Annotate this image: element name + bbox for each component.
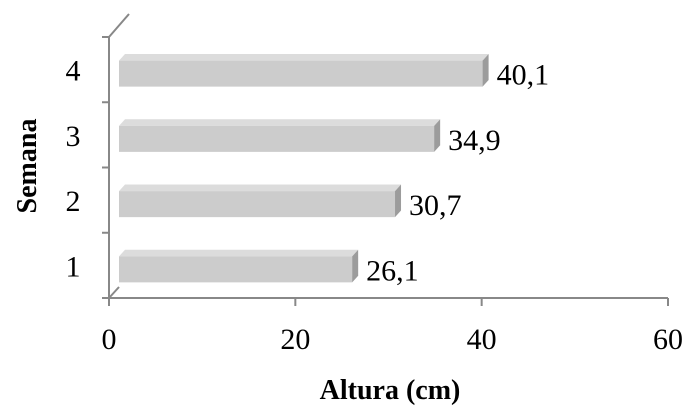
bar-side-face [395,184,402,218]
bar [119,54,489,87]
data-labels: 26,1 30,7 34,9 40,1 [366,59,549,288]
x-axis-title: Altura (cm) [320,375,461,406]
bar-top-face [119,249,359,257]
y-axis-title: Semana [12,119,43,214]
bar-side-face [482,54,489,87]
y-axis-back-line [108,13,130,38]
bar-front-face [119,125,435,152]
x-tick-label: 20 [280,323,310,356]
y-tick-label: 4 [66,55,81,88]
bar-side-face [434,119,441,152]
y-axis-ticks: 1 2 3 4 [66,36,109,299]
bar-front-face [119,191,396,218]
data-label: 34,9 [448,124,501,157]
bar-series [119,54,489,283]
bar-top-face [119,184,402,192]
bar [119,184,402,218]
y-tick-label: 1 [66,250,81,283]
x-tick-label: 60 [653,323,683,356]
bar-front-face [119,60,483,87]
y-tick-label: 2 [66,185,81,218]
bar-top-face [119,119,441,126]
data-label: 30,7 [409,189,462,222]
bar-side-face [352,249,359,283]
bar-front-face [119,256,353,283]
x-tick-label: 0 [102,323,117,356]
y-axis-back-line-lower [108,286,120,299]
x-axis-ticks: 0 20 40 60 [102,298,683,356]
data-label: 26,1 [366,254,419,287]
bar [119,249,359,283]
bar [119,119,441,152]
data-label: 40,1 [497,59,550,92]
y-tick-label: 3 [66,120,81,153]
x-tick-label: 40 [467,323,497,356]
bar-top-face [119,54,489,61]
